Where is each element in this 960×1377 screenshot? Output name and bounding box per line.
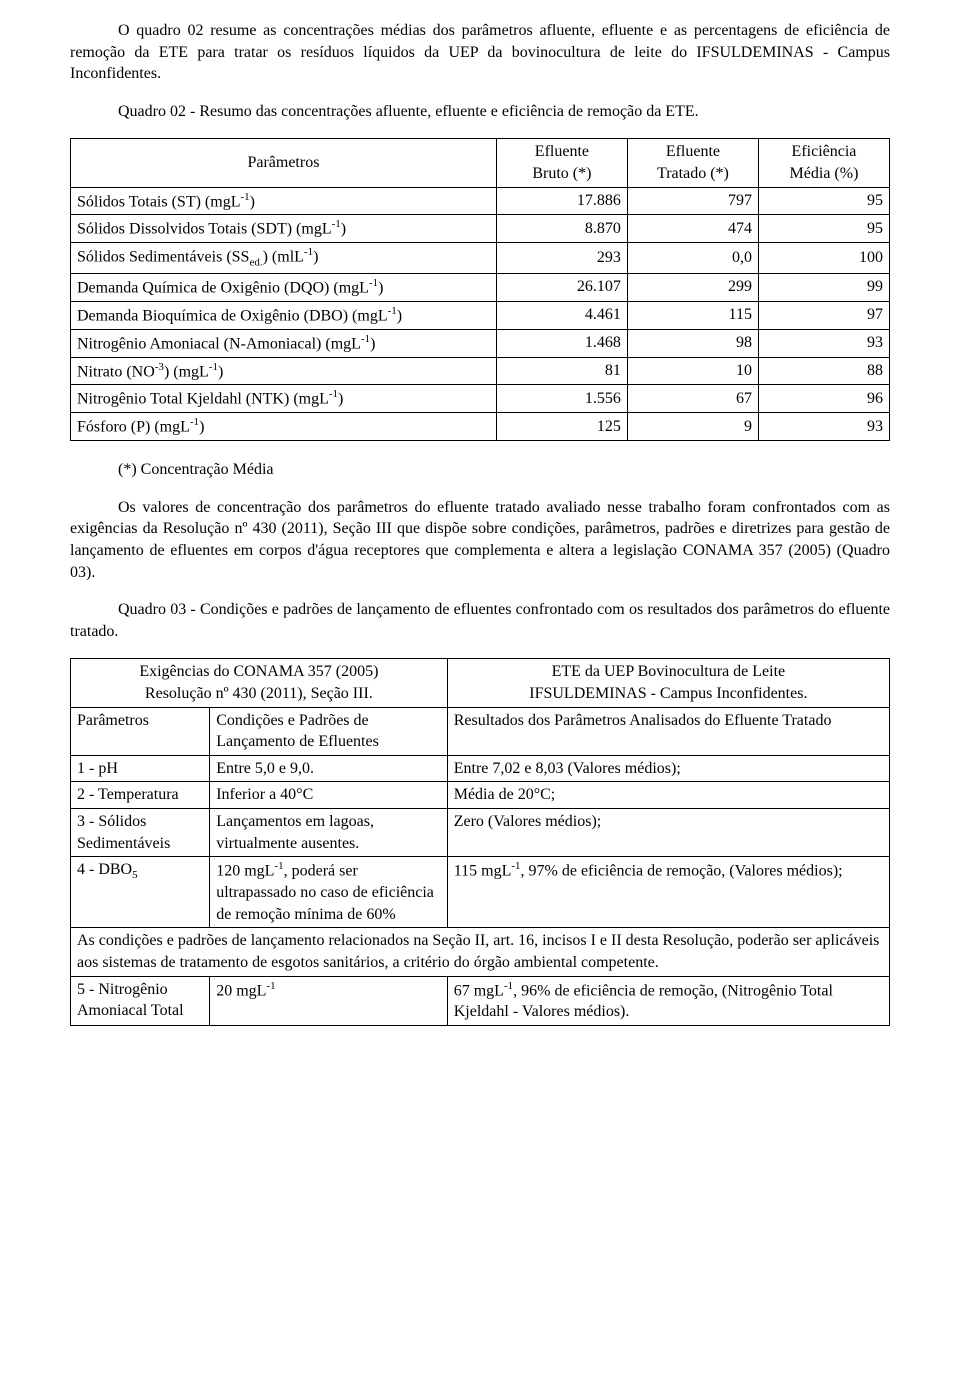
caption-table-2: Quadro 03 - Condições e padrões de lança… <box>70 599 890 642</box>
table-row: Demanda Química de Oxigênio (DQO) (mgL-1… <box>71 273 890 301</box>
table-row: Demanda Bioquímica de Oxigênio (DBO) (mg… <box>71 301 890 329</box>
t1-header-eficiencia: EficiênciaMédia (%) <box>758 139 889 187</box>
table-quadro-03: Exigências do CONAMA 357 (2005)Resolução… <box>70 658 890 1026</box>
table-row: Sólidos Sedimentáveis (SSed.) (mlL-1) 29… <box>71 243 890 273</box>
t2-subheader-a: Parâmetros <box>71 707 210 755</box>
table-row: 1 - pHEntre 5,0 e 9,0.Entre 7,02 e 8,03 … <box>71 755 890 782</box>
table-row: Sólidos Totais (ST) (mgL-1) 17.88679795 <box>71 187 890 215</box>
table-row: Nitrogênio Total Kjeldahl (NTK) (mgL-1) … <box>71 385 890 413</box>
table-row: 3 - Sólidos SedimentáveisLançamentos em … <box>71 809 890 857</box>
paragraph-comparison: Os valores de concentração dos parâmetro… <box>70 497 890 583</box>
t2-subheader-c: Resultados dos Parâmetros Analisados do … <box>447 707 889 755</box>
t1-header-param: Parâmetros <box>71 139 497 187</box>
table-row: 5 - Nitrogênio Amoniacal Total 20 mgL-1 … <box>71 976 890 1026</box>
table-row: Fósforo (P) (mgL-1) 125993 <box>71 413 890 441</box>
t1-header-tratado: EfluenteTratado (*) <box>627 139 758 187</box>
caption-table-1: Quadro 02 - Resumo das concentrações afl… <box>70 101 890 123</box>
t2-header-left: Exigências do CONAMA 357 (2005)Resolução… <box>71 659 448 707</box>
table-row: Nitrato (NO-3) (mgL-1) 811088 <box>71 357 890 385</box>
table-row: 4 - DBO5 120 mgL-1, poderá ser ultrapass… <box>71 857 890 928</box>
paragraph-intro: O quadro 02 resume as concentrações médi… <box>70 20 890 85</box>
table-row: Nitrogênio Amoniacal (N-Amoniacal) (mgL-… <box>71 329 890 357</box>
table-row: Sólidos Dissolvidos Totais (SDT) (mgL-1)… <box>71 215 890 243</box>
t1-header-bruto: EfluenteBruto (*) <box>496 139 627 187</box>
table-footnote: (*) Concentração Média <box>70 459 890 481</box>
table-row: 2 - TemperaturaInferior a 40°CMédia de 2… <box>71 782 890 809</box>
table-row: As condições e padrões de lançamento rel… <box>71 928 890 976</box>
table-quadro-02: Parâmetros EfluenteBruto (*) EfluenteTra… <box>70 138 890 441</box>
t2-header-right: ETE da UEP Bovinocultura de LeiteIFSULDE… <box>447 659 889 707</box>
t2-subheader-b: Condições e Padrões de Lançamento de Efl… <box>210 707 448 755</box>
